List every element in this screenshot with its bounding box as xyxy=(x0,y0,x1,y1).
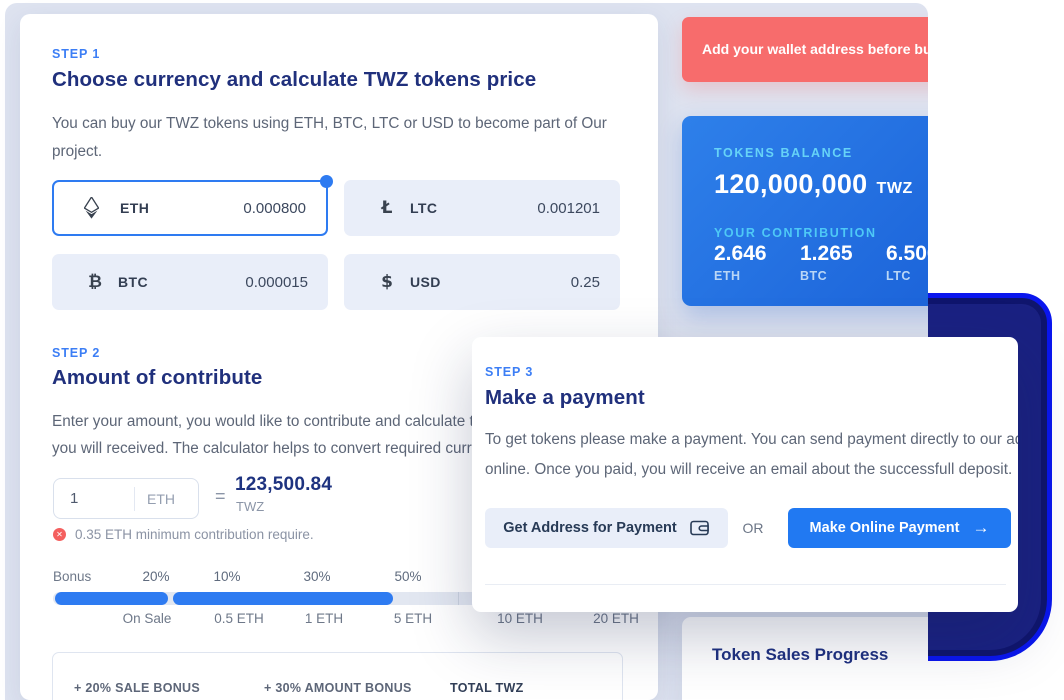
arrow-right-icon: → xyxy=(972,518,990,537)
make-online-payment-label: Make Online Payment xyxy=(809,520,960,536)
currency-rate: 0.001201 xyxy=(537,199,600,217)
currency-code: USD xyxy=(410,274,441,290)
bonus-progress-fill xyxy=(173,592,393,605)
bonus-tier-separator xyxy=(458,592,459,605)
bonus-tick-label: 20 ETH xyxy=(593,611,639,626)
currency-rate: 0.000800 xyxy=(243,199,306,217)
bonus-summary-box: + 20% SALE BONUS + 30% AMOUNT BONUS TOTA… xyxy=(52,652,623,700)
make-payment-card: STEP 3 Make a payment To get tokens plea… xyxy=(472,337,1018,612)
tokens-balance-row: 120,000,000 TWZ xyxy=(714,169,928,200)
bonus-tier-percent: 10% xyxy=(213,569,241,584)
total-twz-label: TOTAL TWZ xyxy=(450,681,524,695)
amount-bonus-label: + 30% AMOUNT BONUS xyxy=(264,681,412,695)
tokens-balance-unit: TWZ xyxy=(876,180,913,197)
token-sales-progress-card: Token Sales Progress xyxy=(682,617,928,700)
currency-option-eth[interactable]: ETH 0.000800 xyxy=(52,175,333,236)
amount-input[interactable] xyxy=(54,490,116,507)
get-address-button-label: Get Address for Payment xyxy=(503,520,677,536)
error-circle-icon: ✕ xyxy=(53,528,66,541)
ethereum-icon xyxy=(84,197,110,219)
currency-rate: 0.000015 xyxy=(245,273,308,291)
step3-title: Make a payment xyxy=(485,386,645,409)
selected-indicator-dot xyxy=(320,175,333,188)
step1-label: STEP 1 xyxy=(52,47,101,61)
currency-code: ETH xyxy=(120,200,150,216)
get-address-button[interactable]: Get Address for Payment xyxy=(485,508,728,548)
tokens-balance-label: TOKENS BALANCE xyxy=(714,146,853,160)
step3-label: STEP 3 xyxy=(485,365,534,379)
step3-footer-divider xyxy=(485,584,1006,585)
currency-code: BTC xyxy=(118,274,148,290)
your-contribution-label: YOUR CONTRIBUTION xyxy=(714,226,877,240)
litecoin-icon: Ł xyxy=(381,198,393,218)
bitcoin-icon: ₿ xyxy=(88,272,102,292)
minimum-contribution-error: ✕ 0.35 ETH minimum contribution require. xyxy=(53,527,314,542)
currency-rate: 0.25 xyxy=(570,273,600,291)
contribution-btc: 1.265 BTC xyxy=(800,242,886,283)
contribution-eth: 2.646 ETH xyxy=(714,242,800,283)
bonus-progress-fill xyxy=(55,592,168,605)
amount-input-group: ETH xyxy=(53,478,199,519)
wallet-address-alert[interactable]: Add your wallet address before buying xyxy=(682,17,928,82)
step1-title: Choose currency and calculate TWZ tokens… xyxy=(52,68,537,91)
contribution-ltc: 6.500 LTC xyxy=(886,242,928,283)
error-message: 0.35 ETH minimum contribution require. xyxy=(75,527,314,542)
make-online-payment-button[interactable]: Make Online Payment → xyxy=(788,508,1011,548)
bonus-tick-label: 10 ETH xyxy=(497,611,543,626)
step2-description-line2: you will received. The calculator helps … xyxy=(52,440,612,457)
bonus-label: Bonus xyxy=(53,569,92,584)
bonus-tier-percent: 50% xyxy=(394,569,422,584)
contribution-value: 2.646 xyxy=(714,242,767,265)
contribution-currency: ETH xyxy=(714,269,741,283)
step3-description: To get tokens please make a payment. You… xyxy=(485,425,1018,485)
currency-option-ltc[interactable]: Ł LTC 0.001201 xyxy=(344,180,620,236)
contribution-value: 6.500 xyxy=(886,242,928,265)
step3-description-line1: To get tokens please make a payment. You… xyxy=(485,431,1018,448)
step2-title: Amount of contribute xyxy=(52,366,263,389)
amount-currency-suffix: ETH xyxy=(147,490,175,507)
bonus-tick-label: 5 ETH xyxy=(393,611,433,626)
converted-currency: TWZ xyxy=(236,499,265,514)
converted-amount: 123,500.84 xyxy=(235,474,333,495)
input-divider xyxy=(134,486,135,511)
step2-description-line1: Enter your amount, you would like to con… xyxy=(52,413,601,430)
or-separator-label: OR xyxy=(742,520,764,536)
currency-option-btc[interactable]: ₿ BTC 0.000015 xyxy=(52,254,328,310)
tokens-balance-card: TOKENS BALANCE 120,000,000 TWZ YOUR CONT… xyxy=(682,116,928,306)
bonus-tick-label: On Sale xyxy=(122,611,172,626)
bonus-tick-label: 1 ETH xyxy=(304,611,344,626)
contribution-value: 1.265 xyxy=(800,242,853,265)
sale-bonus-label: + 20% SALE BONUS xyxy=(74,681,201,695)
bonus-tick-label: 0.5 ETH xyxy=(214,611,264,626)
wallet-icon xyxy=(689,520,710,536)
currency-code: LTC xyxy=(410,200,438,216)
step2-description: Enter your amount, you would like to con… xyxy=(52,408,612,462)
step1-description: You can buy our TWZ tokens using ETH, BT… xyxy=(52,115,607,160)
token-sales-progress-title: Token Sales Progress xyxy=(712,645,889,664)
equals-sign: = xyxy=(215,486,226,506)
dollar-icon: $ xyxy=(381,272,393,292)
bonus-tier-percent: 20% xyxy=(142,569,170,584)
step3-description-line2: online. Once you paid, you will receive … xyxy=(485,461,1013,478)
bonus-tier-percent: 30% xyxy=(303,569,331,584)
contribution-currency: BTC xyxy=(800,269,828,283)
currency-option-usd[interactable]: $ USD 0.25 xyxy=(344,254,620,310)
contributions-row: 2.646 ETH 1.265 BTC 6.500 LTC xyxy=(714,242,928,283)
tokens-balance-value: 120,000,000 xyxy=(714,169,868,199)
step2-label: STEP 2 xyxy=(52,346,101,360)
contribution-currency: LTC xyxy=(886,269,911,283)
